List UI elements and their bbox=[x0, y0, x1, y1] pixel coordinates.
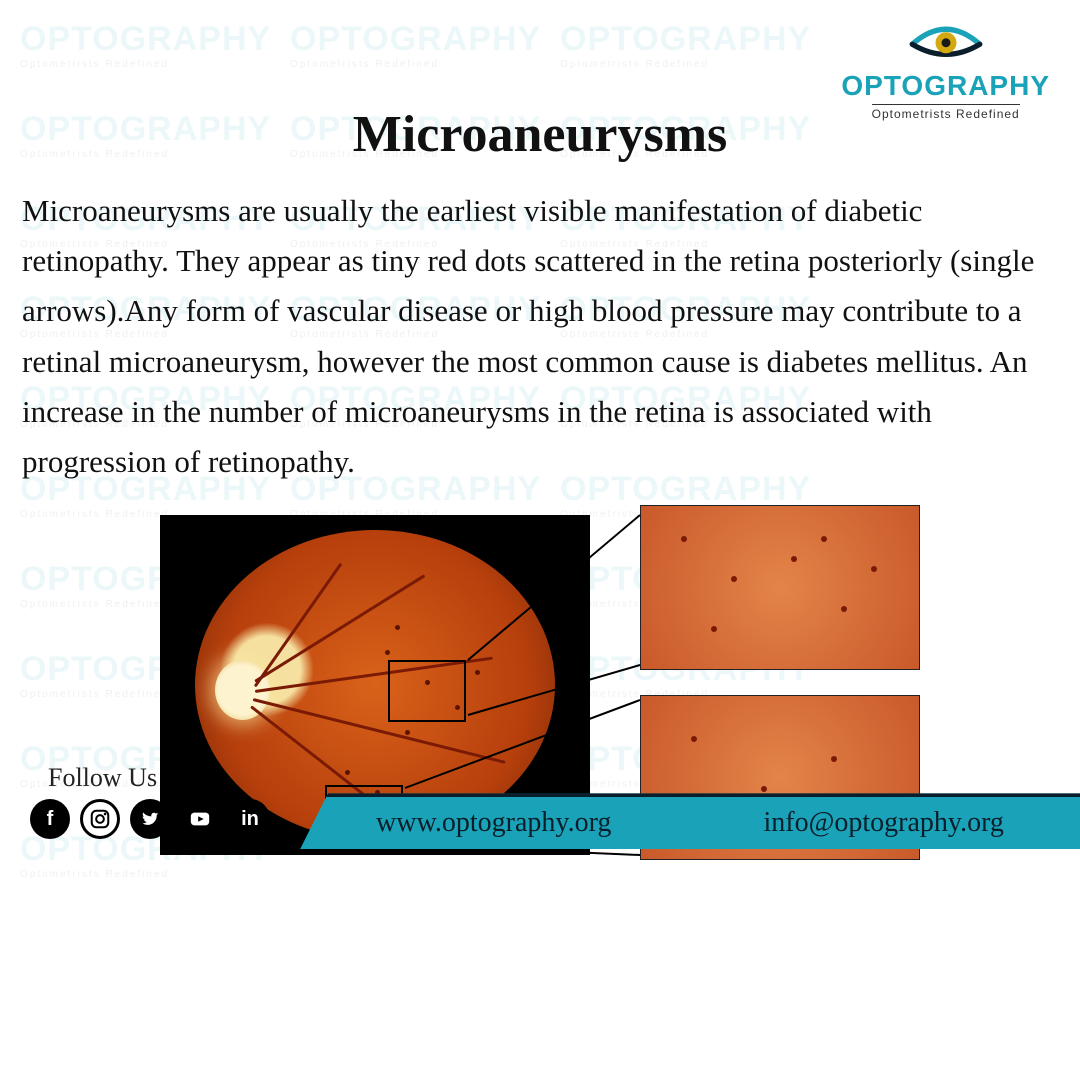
brand-logo: OPTOGRAPHY Optometrists Redefined bbox=[841, 18, 1050, 123]
follow-us-label: Follow Us bbox=[48, 763, 157, 793]
twitter-icon[interactable] bbox=[130, 799, 170, 839]
facebook-icon[interactable]: f bbox=[30, 799, 70, 839]
brand-tagline: Optometrists Redefined bbox=[872, 104, 1020, 121]
linkedin-icon[interactable]: in bbox=[230, 799, 270, 839]
eye-icon bbox=[906, 18, 986, 63]
brand-name: OPTOGRAPHY bbox=[841, 70, 1050, 102]
youtube-icon[interactable] bbox=[180, 799, 220, 839]
instagram-icon[interactable] bbox=[80, 799, 120, 839]
roi-box-upper bbox=[388, 660, 466, 722]
website-link[interactable]: www.optography.org bbox=[376, 807, 611, 839]
body-paragraph: Microaneurysms are usually the earliest … bbox=[0, 164, 1080, 497]
zoom-panel-upper bbox=[640, 505, 920, 670]
footer-bar: www.optography.org info@optography.org bbox=[300, 793, 1080, 849]
social-row: f in bbox=[30, 799, 270, 839]
footer: Follow Us f in www.optography.org info@o… bbox=[0, 755, 1080, 865]
email-link[interactable]: info@optography.org bbox=[764, 807, 1004, 839]
